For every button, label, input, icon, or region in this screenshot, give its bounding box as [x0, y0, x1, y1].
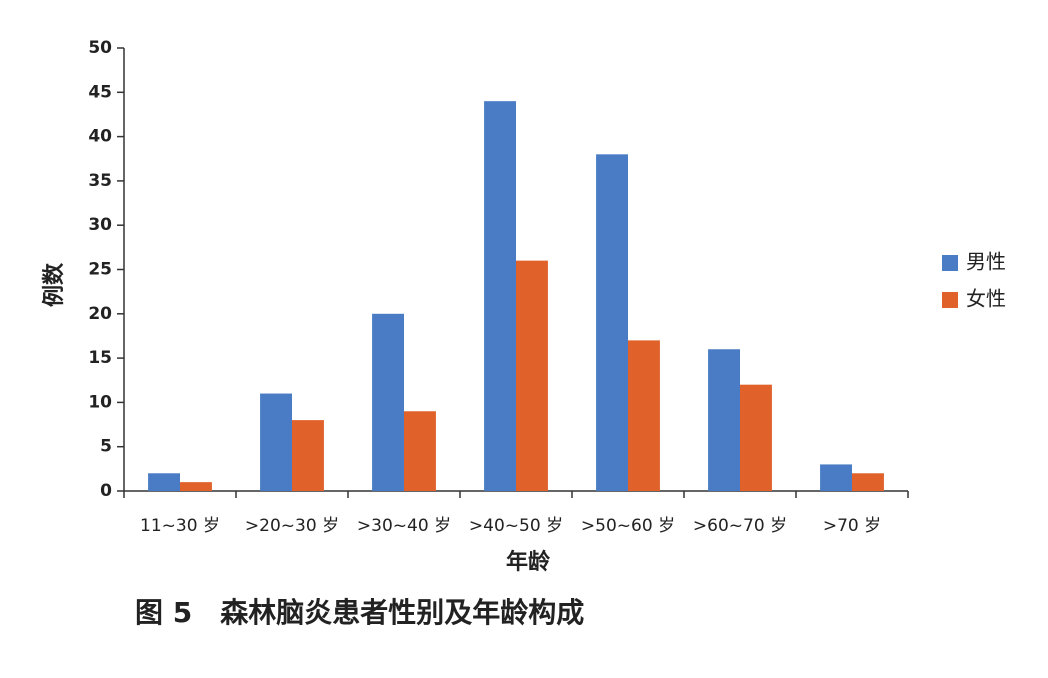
y-tick-label: 10: [88, 392, 112, 412]
y-tick-label: 0: [100, 481, 112, 501]
bar: [404, 411, 436, 491]
bar: [852, 473, 884, 491]
y-tick-label: 35: [88, 171, 112, 191]
bar: [740, 384, 772, 491]
legend-label: 女性: [966, 287, 1006, 311]
bar: [180, 482, 212, 491]
y-tick-label: 30: [88, 215, 112, 235]
bar: [596, 154, 628, 491]
bar: [372, 313, 404, 491]
y-tick-label: 50: [88, 38, 112, 58]
x-tick-label: >60~70 岁: [693, 516, 787, 536]
x-tick-label: >30~40 岁: [357, 516, 451, 536]
x-tick-label: 11~30 岁: [140, 516, 220, 536]
x-tick-label: >50~60 岁: [581, 516, 675, 536]
y-tick-label: 25: [88, 260, 112, 280]
bar: [484, 101, 516, 491]
bar: [820, 464, 852, 491]
bar: [292, 420, 324, 491]
x-tick-label: >70 岁: [823, 516, 881, 536]
y-axis-label: 例数: [41, 262, 67, 307]
bar: [260, 393, 292, 491]
chart-title: 图 5 森林脑炎患者性别及年龄构成: [135, 596, 584, 629]
y-tick-label: 45: [88, 82, 112, 102]
x-tick-label: >40~50 岁: [469, 516, 563, 536]
legend-swatch: [942, 255, 958, 271]
legend-label: 男性: [966, 250, 1006, 274]
x-axis-label: 年龄: [506, 549, 551, 575]
y-tick-label: 40: [88, 127, 112, 147]
x-tick-label: >20~30 岁: [245, 516, 339, 536]
y-tick-label: 5: [100, 437, 112, 457]
legend-swatch: [942, 292, 958, 308]
y-tick-label: 15: [88, 348, 112, 368]
bar: [516, 260, 548, 491]
bar: [708, 349, 740, 491]
y-tick-label: 20: [88, 304, 112, 324]
bar: [628, 340, 660, 491]
bar: [148, 473, 180, 491]
